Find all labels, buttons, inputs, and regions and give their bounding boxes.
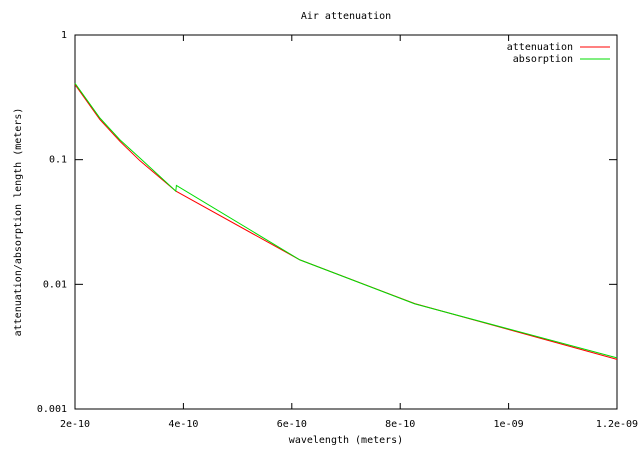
y-tick-label: 0.1	[49, 155, 67, 166]
y-tick-label: 0.001	[37, 404, 67, 415]
x-tick-label: 8e-10	[385, 419, 415, 430]
x-tick-label: 1.2e-09	[596, 419, 638, 430]
series-line	[74, 84, 618, 360]
x-tick-label: 1e-09	[494, 419, 524, 430]
y-tick-label: 0.01	[43, 279, 67, 290]
x-tick-label: 4e-10	[168, 419, 198, 430]
legend-label: absorption	[513, 54, 573, 65]
x-tick-label: 6e-10	[277, 419, 307, 430]
chart-title: Air attenuation	[301, 11, 391, 22]
plot-border	[74, 34, 618, 410]
y-tick-label: 1	[61, 30, 67, 41]
x-axis-label: wavelength (meters)	[289, 435, 403, 446]
x-tick-label: 2e-10	[60, 419, 90, 430]
y-axis-label: attenuation/absorption length (meters)	[13, 108, 24, 337]
legend-label: attenuation	[507, 42, 573, 53]
series-line	[74, 83, 618, 359]
